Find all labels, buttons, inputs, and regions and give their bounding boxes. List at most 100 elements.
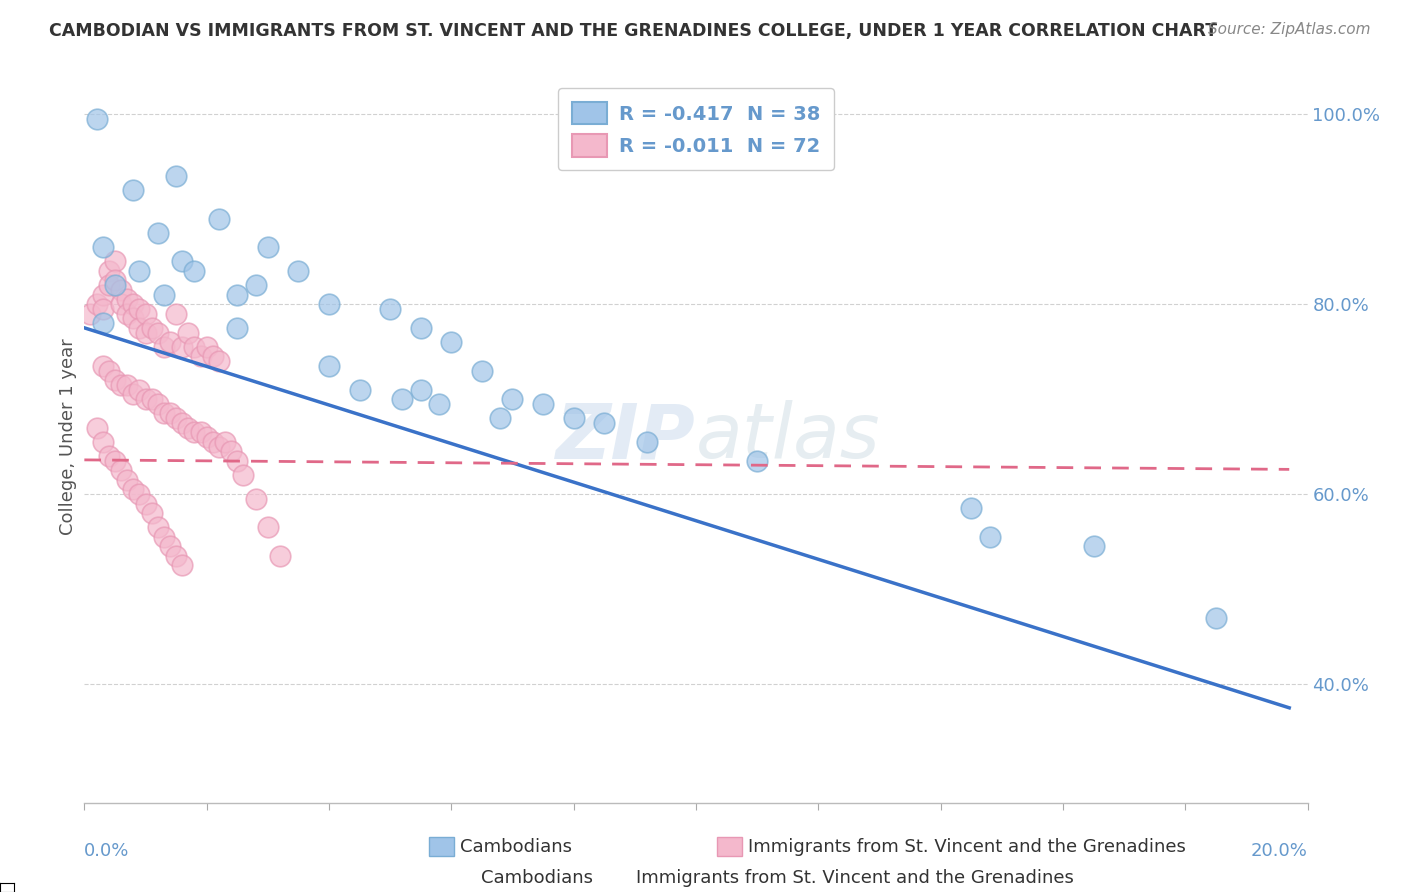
Text: ZIP: ZIP [557, 401, 696, 474]
Point [97, 363, 120, 377]
Point [91, 301, 114, 316]
Point [115, 473, 138, 487]
Point [128, 264, 150, 278]
Point [208, 440, 231, 454]
Point [146, 520, 169, 534]
Point [141, 321, 163, 335]
Point [159, 335, 181, 350]
Point [153, 530, 176, 544]
Point [91, 359, 114, 373]
Point [104, 454, 127, 468]
Point [593, 416, 616, 430]
Point [104, 373, 127, 387]
Point [104, 254, 127, 268]
Point [159, 406, 181, 420]
Point [960, 501, 983, 516]
Point [380, 301, 402, 316]
Point [391, 392, 413, 406]
Point [440, 335, 463, 350]
Point [104, 278, 127, 293]
Point [122, 483, 145, 497]
Point [427, 397, 450, 411]
Point [128, 487, 150, 501]
Point [91, 287, 114, 301]
Text: 0.0%: 0.0% [84, 842, 129, 860]
Point [128, 383, 150, 397]
Point [636, 434, 658, 449]
Text: Immigrants from St. Vincent and the Grenadines: Immigrants from St. Vincent and the Gren… [636, 870, 1074, 888]
Point [349, 383, 371, 397]
Point [245, 491, 267, 506]
Text: 20.0%: 20.0% [1251, 842, 1308, 860]
Point [128, 301, 150, 316]
Point [269, 549, 291, 563]
Legend: R = -0.417  N = 38, R = -0.011  N = 72: R = -0.417 N = 38, R = -0.011 N = 72 [558, 88, 834, 170]
Point [122, 387, 145, 401]
Text: Source: ZipAtlas.com: Source: ZipAtlas.com [1208, 22, 1371, 37]
Point [122, 183, 145, 197]
Point [183, 425, 205, 440]
Point [165, 307, 187, 321]
Point [208, 354, 231, 368]
Text: atlas: atlas [696, 401, 880, 474]
Point [172, 558, 194, 573]
Point [318, 359, 340, 373]
Point [146, 397, 169, 411]
Point [190, 349, 212, 363]
Point [245, 278, 267, 293]
Point [201, 434, 224, 449]
Point [110, 297, 132, 311]
Point [91, 240, 114, 254]
Point [318, 297, 340, 311]
Point [531, 397, 554, 411]
Point [177, 420, 200, 434]
Point [122, 297, 145, 311]
Point [165, 549, 187, 563]
Point [195, 340, 218, 354]
Point [115, 307, 138, 321]
Point [115, 377, 138, 392]
Point [153, 287, 176, 301]
Point [159, 539, 181, 553]
Point [104, 273, 127, 287]
Point [165, 411, 187, 425]
Text: Immigrants from St. Vincent and the Grenadines: Immigrants from St. Vincent and the Gren… [748, 838, 1185, 855]
Point [409, 321, 432, 335]
Point [153, 406, 176, 420]
Point [79, 307, 101, 321]
Point [489, 411, 512, 425]
Point [135, 497, 157, 511]
Point [86, 112, 108, 126]
Point [115, 293, 138, 307]
Point [141, 506, 163, 520]
Point [226, 287, 249, 301]
Point [110, 463, 132, 477]
Text: Cambodians: Cambodians [481, 870, 593, 888]
Point [122, 311, 145, 326]
Point [183, 264, 205, 278]
Point [208, 211, 231, 226]
Text: CAMBODIAN VS IMMIGRANTS FROM ST. VINCENT AND THE GRENADINES COLLEGE, UNDER 1 YEA: CAMBODIAN VS IMMIGRANTS FROM ST. VINCENT… [49, 22, 1218, 40]
Point [226, 454, 249, 468]
Point [110, 283, 132, 297]
Point [201, 349, 224, 363]
Point [257, 520, 280, 534]
Point [135, 326, 157, 340]
Point [195, 430, 218, 444]
Point [979, 530, 1001, 544]
Point [91, 316, 114, 330]
Point [146, 326, 169, 340]
Point [190, 425, 212, 440]
Point [97, 264, 120, 278]
Point [97, 278, 120, 293]
Point [183, 340, 205, 354]
Point [287, 264, 309, 278]
Point [1083, 539, 1105, 553]
Point [91, 434, 114, 449]
Point [153, 340, 176, 354]
Point [128, 321, 150, 335]
Y-axis label: College, Under 1 year: College, Under 1 year [59, 339, 77, 535]
Point [172, 340, 194, 354]
Point [110, 377, 132, 392]
Point [86, 297, 108, 311]
